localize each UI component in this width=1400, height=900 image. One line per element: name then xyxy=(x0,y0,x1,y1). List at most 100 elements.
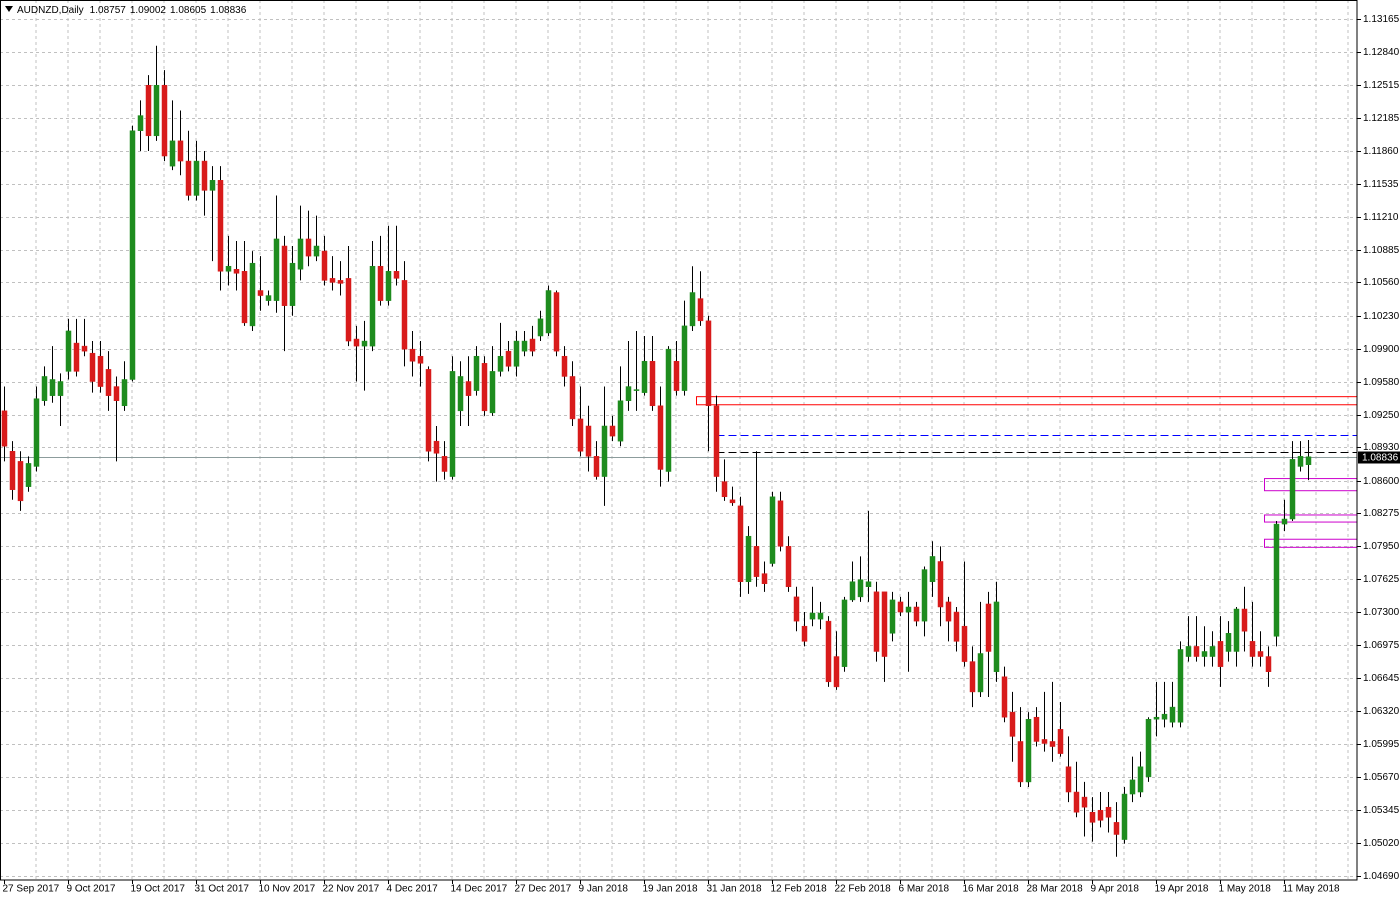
x-tick-label: 12 Feb 2018 xyxy=(771,884,828,895)
candle-body xyxy=(17,461,24,502)
candle-body xyxy=(105,369,112,396)
candle-body xyxy=(169,140,176,167)
candle-body xyxy=(25,463,32,487)
candle-body xyxy=(713,405,720,477)
candle-body xyxy=(1249,641,1256,657)
x-tick-label: 11 May 2018 xyxy=(1283,884,1341,895)
x-tick-label: 4 Dec 2017 xyxy=(387,884,439,895)
x-tick-label: 9 Oct 2017 xyxy=(67,884,116,895)
candle-body xyxy=(137,115,144,131)
candle-body xyxy=(1145,718,1152,778)
candle-body xyxy=(929,556,936,582)
candle-body xyxy=(89,352,96,382)
header-low: 1.08605 xyxy=(170,5,207,16)
y-tick-label: 1.05345 xyxy=(1363,805,1400,816)
candle-body xyxy=(753,546,760,577)
candle-body xyxy=(785,546,792,588)
x-tick-label: 16 Mar 2018 xyxy=(963,884,1020,895)
candle-body xyxy=(425,369,432,452)
candle-body xyxy=(1017,741,1024,783)
candle-body xyxy=(1169,706,1176,723)
candle-body xyxy=(113,386,120,401)
candle-body xyxy=(1233,608,1240,652)
candle-body xyxy=(1281,518,1288,525)
header-open: 1.08757 xyxy=(90,5,127,16)
candle-body xyxy=(777,500,784,547)
x-tick-label: 28 Mar 2018 xyxy=(1027,884,1084,895)
candle-body xyxy=(297,238,304,270)
candle-body xyxy=(481,363,488,412)
chart-header: AUDNZD,Daily 1.08757 1.09002 1.08605 1.08836 xyxy=(17,5,247,16)
candle-body xyxy=(49,379,56,396)
candle-body xyxy=(1033,716,1040,742)
candle-body xyxy=(985,603,992,652)
plot-frame xyxy=(0,0,1358,881)
y-tick-label: 1.12515 xyxy=(1363,80,1400,91)
candle-body xyxy=(1113,822,1120,835)
candle-body xyxy=(1153,716,1160,720)
y-tick-label: 1.13165 xyxy=(1363,14,1400,25)
candle-body xyxy=(657,405,664,470)
candle-body xyxy=(801,625,808,642)
candle-body xyxy=(1,410,8,447)
candle-body xyxy=(817,612,824,620)
candle-body xyxy=(329,278,336,283)
candle-body xyxy=(121,379,128,407)
candle-body xyxy=(209,180,216,191)
candle-body xyxy=(905,606,912,613)
candle-body xyxy=(617,400,624,442)
candle-body xyxy=(65,330,72,372)
x-tick-label: 19 Jan 2018 xyxy=(643,884,698,895)
y-tick-label: 1.11860 xyxy=(1363,146,1399,157)
candle-body xyxy=(497,355,504,372)
y-tick-label: 1.06975 xyxy=(1363,640,1400,651)
candle-body xyxy=(1081,796,1088,808)
y-tick-label: 1.09900 xyxy=(1363,344,1400,355)
candle-body xyxy=(601,425,608,477)
candle-body xyxy=(793,596,800,622)
candle-body xyxy=(1001,676,1008,718)
candle-body xyxy=(1129,779,1136,795)
y-tick-label: 1.06645 xyxy=(1363,673,1400,684)
candle-body xyxy=(673,361,680,391)
candle-body xyxy=(937,561,944,608)
candle-body xyxy=(193,160,200,196)
candle-body xyxy=(1305,456,1312,465)
candle-body xyxy=(185,160,192,196)
candle-body xyxy=(681,325,688,391)
candle-body xyxy=(393,271,400,279)
candle-body xyxy=(529,338,536,352)
candle-body xyxy=(81,345,88,352)
candle-body xyxy=(1041,739,1048,744)
candle-body xyxy=(633,389,640,391)
candle-body xyxy=(1225,633,1232,652)
candle-body xyxy=(401,280,408,350)
candle-body xyxy=(897,601,904,613)
collapse-icon[interactable] xyxy=(5,6,13,12)
candle-body xyxy=(1073,791,1080,813)
candle-body xyxy=(1121,793,1128,840)
candle-body xyxy=(97,355,104,387)
candle-body xyxy=(225,265,232,272)
candle-body xyxy=(1209,646,1216,657)
y-tick-label: 1.09580 xyxy=(1363,377,1400,388)
candle-body xyxy=(593,456,600,477)
candle-body xyxy=(649,361,656,407)
candle-body xyxy=(1297,456,1304,467)
candle-body xyxy=(1265,656,1272,672)
candle-body xyxy=(953,611,960,642)
y-tick-label: 1.07300 xyxy=(1363,607,1400,618)
candle-body xyxy=(1217,641,1224,667)
candle-body xyxy=(257,290,264,296)
candle-body xyxy=(1257,651,1264,657)
candle-body xyxy=(969,661,976,693)
y-tick-label: 1.07625 xyxy=(1363,574,1400,585)
candle-body xyxy=(865,581,872,588)
candle-body xyxy=(729,499,736,504)
candle-body xyxy=(241,271,248,324)
x-tick-label: 31 Oct 2017 xyxy=(195,884,250,895)
candle-body xyxy=(505,350,512,367)
candle-body xyxy=(553,292,560,352)
candle-body xyxy=(73,342,80,372)
current-price-box xyxy=(1358,451,1400,464)
